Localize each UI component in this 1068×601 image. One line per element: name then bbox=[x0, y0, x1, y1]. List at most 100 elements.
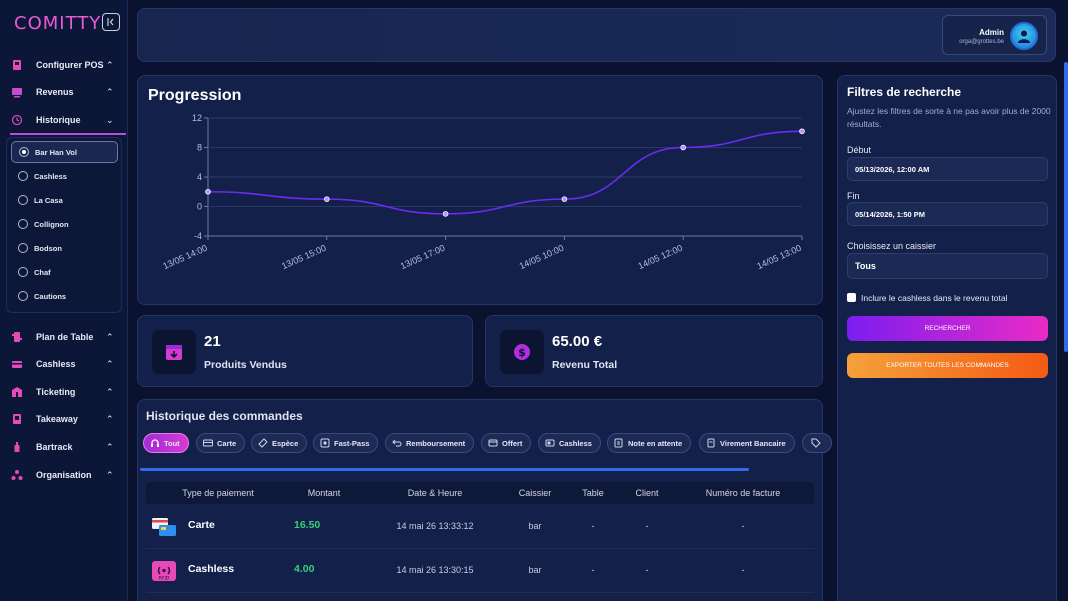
column-header[interactable]: Numéro de facture bbox=[705, 488, 781, 498]
filter-chip-cashless[interactable]: Cashless bbox=[538, 433, 601, 453]
x-tick-label: 13/05 15:00 bbox=[280, 243, 328, 271]
nav-cashless[interactable]: Cashless ⌃ bbox=[0, 353, 128, 375]
chip-label: Tout bbox=[164, 438, 180, 448]
sub-item-label: Chaf bbox=[34, 267, 51, 277]
nav-bartrack[interactable]: Bartrack ⌃ bbox=[0, 436, 128, 458]
chip-label: Fast-Pass bbox=[334, 438, 370, 448]
sub-item-chaf[interactable]: Chaf bbox=[11, 261, 118, 283]
nav-revenus[interactable]: Revenus ⌃ bbox=[0, 81, 128, 103]
radio-icon bbox=[18, 243, 28, 253]
cashier-label: Choisissez un caissier bbox=[847, 241, 937, 251]
sub-item-cashless[interactable]: Cashless bbox=[11, 165, 118, 187]
y-tick-label: 12 bbox=[192, 113, 202, 123]
filter-chip-espece[interactable]: Espèce bbox=[251, 433, 308, 453]
x-tick-label: 14/05 12:00 bbox=[637, 243, 685, 271]
x-tick-label: 13/05 17:00 bbox=[399, 243, 447, 271]
sub-item-label: Collignon bbox=[34, 219, 69, 229]
nav-label: Configurer POS bbox=[36, 60, 104, 70]
filter-chip-more[interactable] bbox=[802, 433, 832, 453]
chart-title: Progression bbox=[148, 87, 242, 104]
nav-label: Revenus bbox=[36, 87, 74, 97]
nav-ticketing[interactable]: Ticketing ⌃ bbox=[0, 381, 128, 403]
filter-chip-tout[interactable]: Tout bbox=[143, 433, 189, 453]
progression-chart-panel: Progression -4 0 4 8 12 13/05 14:00 13/05 15:0… bbox=[137, 75, 823, 305]
collapse-sidebar-button[interactable] bbox=[102, 13, 120, 31]
sub-item-bar-han-vol[interactable]: Bar Han Vol bbox=[11, 141, 118, 163]
sub-item-bodson[interactable]: Bodson bbox=[11, 237, 118, 259]
series-line bbox=[207, 130, 803, 215]
nav-takeaway[interactable]: Takeaway ⌃ bbox=[0, 408, 128, 430]
sub-item-cautions[interactable]: Cautions bbox=[11, 285, 118, 307]
start-date-input[interactable]: 05/13/2026, 12:00 AM bbox=[847, 157, 1048, 181]
nav-configurer-pos[interactable]: Configurer POS ⌃ bbox=[0, 54, 128, 76]
date-time: 14 mai 26 13:33:12 bbox=[396, 521, 474, 531]
chip-label: Cashless bbox=[559, 438, 592, 448]
sub-item-label: Cautions bbox=[34, 291, 67, 301]
history-icon bbox=[10, 113, 24, 127]
bottle-icon bbox=[10, 440, 24, 454]
filter-chip-remboursement[interactable]: Remboursement bbox=[385, 433, 475, 453]
table-row[interactable]: Carte 16.50 14 mai 26 13:33:12 bar - - - bbox=[146, 505, 814, 549]
nav-organisation[interactable]: Organisation ⌃ bbox=[0, 464, 128, 486]
chevron-up-icon: ⌃ bbox=[106, 386, 114, 397]
filter-chip-fast-pass[interactable]: Fast-Pass bbox=[313, 433, 379, 453]
y-tick-label: 0 bbox=[197, 202, 202, 212]
nav-historique[interactable]: Historique ⌄ bbox=[0, 109, 128, 131]
client: - bbox=[645, 521, 649, 531]
column-header[interactable]: Montant bbox=[307, 488, 341, 498]
table-row[interactable]: RFID Cashless 4.00 14 mai 26 13:30:15 ba… bbox=[146, 549, 814, 593]
amount: 4.00 bbox=[294, 563, 315, 575]
table-number: - bbox=[591, 521, 595, 531]
revenue-value: 65.00 € bbox=[552, 333, 603, 350]
cashier: bar bbox=[528, 521, 542, 531]
user-name: Admin bbox=[979, 28, 1004, 37]
revenue-label: Revenu Total bbox=[552, 359, 618, 371]
sub-item-label: Bar Han Vol bbox=[35, 147, 77, 157]
include-cashless-checkbox[interactable] bbox=[847, 293, 856, 302]
chip-label: Carte bbox=[217, 438, 237, 448]
filter-chip-offert[interactable]: Offert bbox=[481, 433, 532, 453]
end-date-input[interactable]: 05/14/2026, 1:50 PM bbox=[847, 202, 1048, 226]
nav-label: Cashless bbox=[36, 359, 76, 369]
filter-chip-virement-bancaire[interactable]: Virement Bancaire bbox=[699, 433, 795, 453]
organisation-icon bbox=[10, 468, 24, 482]
page-scrollbar[interactable] bbox=[1064, 62, 1068, 352]
include-cashless-label: Inclure le cashless dans le revenu total bbox=[861, 293, 1008, 303]
cashier-select[interactable]: Tous bbox=[847, 253, 1048, 279]
sub-item-label: Bodson bbox=[34, 243, 62, 253]
export-all-orders-button[interactable]: EXPORTER TOUTES LES COMMANDES bbox=[847, 353, 1048, 378]
avatar[interactable] bbox=[1010, 22, 1038, 50]
card-icon bbox=[10, 357, 24, 371]
y-tick-label: -4 bbox=[194, 231, 202, 241]
svg-text:RFID: RFID bbox=[159, 576, 170, 582]
sub-item-label: Cashless bbox=[34, 171, 67, 181]
column-header[interactable]: Table bbox=[582, 488, 604, 498]
chip-label: Note en attente bbox=[628, 438, 683, 448]
column-header[interactable]: Date & Heure bbox=[407, 488, 463, 498]
sub-item-collignon[interactable]: Collignon bbox=[11, 213, 118, 235]
column-header[interactable]: Type de paiement bbox=[182, 488, 254, 498]
sub-item-la-casa[interactable]: La Casa bbox=[11, 189, 118, 211]
filter-chip-carte[interactable]: Carte bbox=[196, 433, 246, 453]
chevron-up-icon: ⌃ bbox=[106, 413, 114, 424]
column-header[interactable]: Caissier bbox=[518, 488, 552, 498]
data-point bbox=[205, 188, 211, 195]
filter-chip-note-en-attente[interactable]: Note en attente bbox=[607, 433, 692, 453]
nav-plan-de-table[interactable]: Plan de Table ⌃ bbox=[0, 326, 128, 348]
radio-icon bbox=[18, 291, 28, 301]
y-tick-label: 8 bbox=[197, 143, 202, 153]
filters-title: Filtres de recherche bbox=[847, 85, 962, 99]
search-button[interactable]: RECHERCHER bbox=[847, 316, 1048, 341]
user-menu[interactable]: Admin orga@grottes.be bbox=[942, 15, 1047, 55]
sidebar: COMITTY Configurer POS ⌃ Revenus ⌃ Histo… bbox=[0, 0, 128, 601]
data-point bbox=[442, 211, 449, 217]
data-point bbox=[561, 196, 568, 202]
column-header[interactable]: Client bbox=[635, 488, 659, 498]
payment-type: Carte bbox=[188, 519, 215, 531]
radio-icon bbox=[18, 219, 28, 229]
products-sold-label: Produits Vendus bbox=[204, 359, 287, 371]
radio-selected-icon bbox=[19, 147, 29, 157]
chips-scrollbar[interactable] bbox=[140, 468, 749, 471]
radio-icon bbox=[18, 195, 28, 205]
orders-panel: Historique des commandes Tout Carte Espè… bbox=[137, 399, 832, 601]
